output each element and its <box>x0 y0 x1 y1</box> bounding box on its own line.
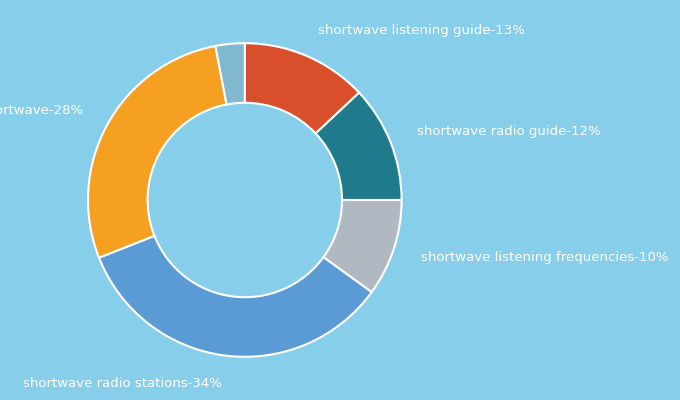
Wedge shape <box>216 43 245 104</box>
Wedge shape <box>88 46 226 258</box>
Text: shortwave radio guide-12%: shortwave radio guide-12% <box>417 125 600 138</box>
Wedge shape <box>99 236 372 357</box>
Wedge shape <box>245 43 359 134</box>
Text: shortwave listening guide-13%: shortwave listening guide-13% <box>318 24 525 37</box>
Text: prime time shortwave-28%: prime time shortwave-28% <box>0 104 83 117</box>
Wedge shape <box>316 93 402 200</box>
Text: shortwave listening frequencies-10%: shortwave listening frequencies-10% <box>421 251 668 264</box>
Text: shortwave radio stations-34%: shortwave radio stations-34% <box>22 377 222 390</box>
Wedge shape <box>324 200 402 292</box>
